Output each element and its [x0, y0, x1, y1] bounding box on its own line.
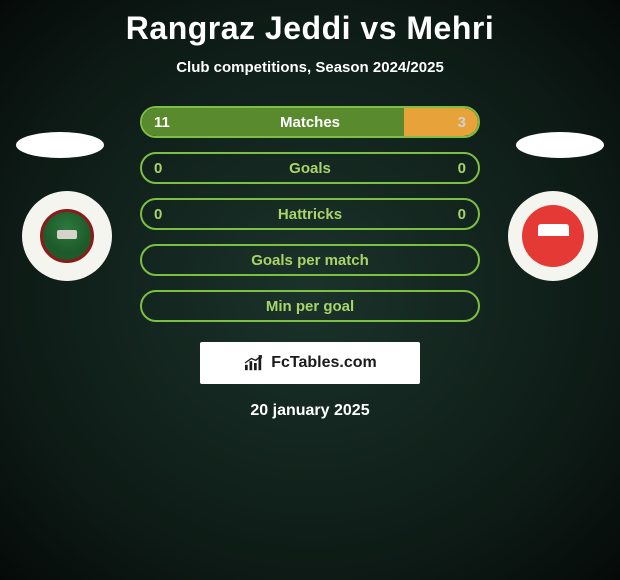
bar-right-value: 0	[458, 200, 466, 228]
left-ellipse	[16, 132, 104, 158]
fctables-chart-icon	[243, 354, 265, 372]
bar-right-value: 0	[458, 154, 466, 182]
bar-label: Goals	[142, 154, 478, 182]
bar-label: Min per goal	[142, 292, 478, 320]
right-ellipse	[516, 132, 604, 158]
stat-bar: 11Matches3	[140, 106, 480, 138]
stat-bar: Goals per match	[140, 244, 480, 276]
stat-bar: 0Hattricks0	[140, 198, 480, 230]
right-team-badge	[508, 191, 598, 281]
bar-label: Goals per match	[142, 246, 478, 274]
right-team-logo	[522, 205, 584, 267]
stat-bar: 0Goals0	[140, 152, 480, 184]
left-team-badge	[22, 191, 112, 281]
page-title: Rangraz Jeddi vs Mehri	[0, 0, 620, 47]
stat-bars: 11Matches30Goals00Hattricks0Goals per ma…	[140, 106, 480, 322]
comparison-content: 11Matches30Goals00Hattricks0Goals per ma…	[0, 106, 620, 420]
fctables-logo-text: FcTables.com	[271, 354, 377, 372]
bar-right-value: 3	[458, 108, 466, 136]
stat-bar: Min per goal	[140, 290, 480, 322]
bar-label: Matches	[142, 108, 478, 136]
bar-label: Hattricks	[142, 200, 478, 228]
fctables-logo-box: FcTables.com	[200, 342, 420, 384]
page-subtitle: Club competitions, Season 2024/2025	[0, 59, 620, 76]
left-team-logo	[40, 209, 94, 263]
date-label: 20 january 2025	[0, 402, 620, 420]
